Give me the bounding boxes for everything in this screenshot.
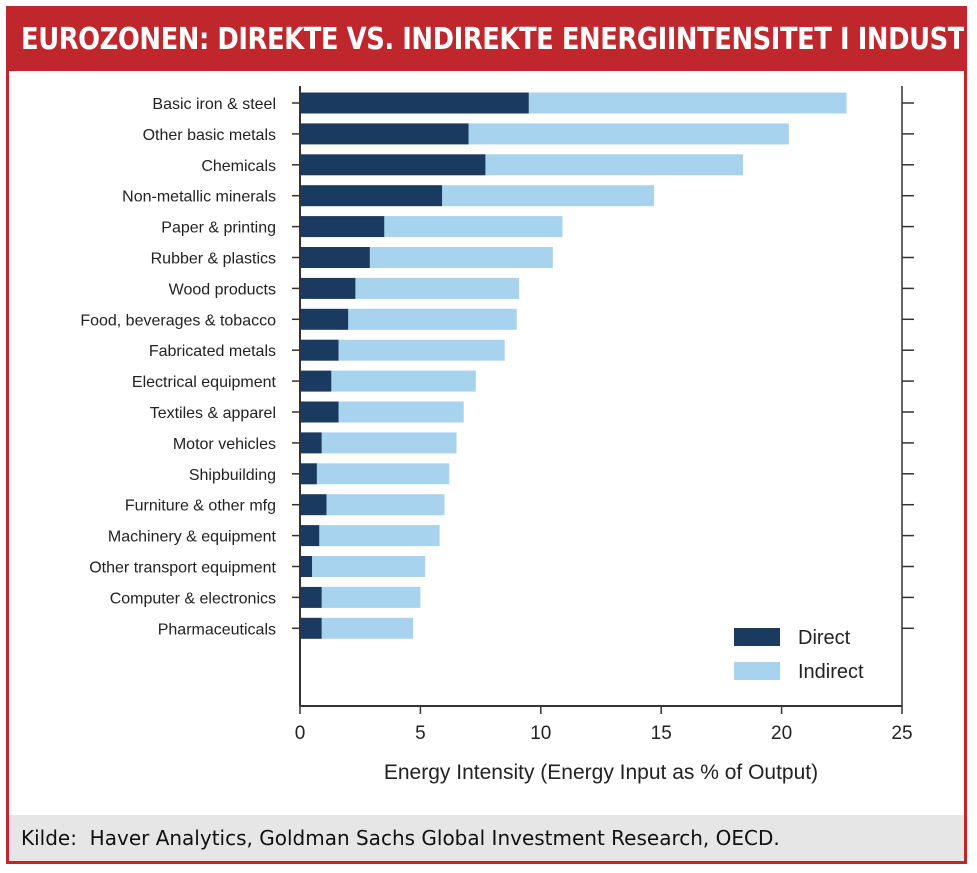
bar-direct xyxy=(300,401,339,423)
category-label: Rubber & plastics xyxy=(151,251,276,268)
legend-swatch-direct xyxy=(734,628,780,646)
bar-direct xyxy=(300,339,339,361)
x-axis-title: Energy Intensity (Energy Input as % of O… xyxy=(384,761,818,784)
bar-direct xyxy=(300,370,332,392)
bar-indirect xyxy=(321,617,414,639)
bar-indirect xyxy=(384,216,563,238)
x-tick-label: 0 xyxy=(295,723,306,744)
category-label: Wood products xyxy=(169,281,276,298)
bar-indirect xyxy=(321,586,421,608)
category-label: Motor vehicles xyxy=(173,436,276,453)
legend-label-indirect: Indirect xyxy=(798,661,864,683)
category-label: Other transport equipment xyxy=(89,560,276,577)
bars-group xyxy=(300,92,847,639)
bar-indirect xyxy=(312,556,426,577)
category-label: Electrical equipment xyxy=(132,374,277,391)
bar-direct xyxy=(300,525,320,547)
bar-direct xyxy=(300,92,529,114)
category-label: Textiles & apparel xyxy=(150,405,276,422)
category-label: Shipbuilding xyxy=(189,467,276,484)
bar-indirect xyxy=(355,277,520,299)
x-tick-label: 5 xyxy=(415,723,426,744)
category-label: Furniture & other mfg xyxy=(125,498,276,515)
bar-indirect xyxy=(326,494,445,516)
source-note: Kilde: Haver Analytics, Goldman Sachs Gl… xyxy=(9,815,964,861)
chart-title: EUROZONEN: DIREKTE VS. INDIREKTE ENERGII… xyxy=(21,22,964,57)
bar-direct xyxy=(300,277,356,299)
legend-swatch-indirect xyxy=(734,662,780,680)
bar-indirect xyxy=(442,185,654,207)
bar-indirect xyxy=(348,308,517,330)
category-label: Basic iron & steel xyxy=(152,96,276,113)
category-label: Paper & printing xyxy=(161,220,276,237)
bar-direct xyxy=(300,216,385,238)
category-label: Machinery & equipment xyxy=(108,529,277,546)
x-tick-label: 20 xyxy=(771,723,792,744)
x-tick-label: 10 xyxy=(530,723,551,744)
x-tick-label: 25 xyxy=(891,723,912,744)
axes-group xyxy=(292,86,914,714)
bar-indirect xyxy=(528,92,847,114)
bar-indirect xyxy=(485,154,744,176)
bar-direct xyxy=(300,247,370,268)
category-label: Pharmaceuticals xyxy=(158,621,276,638)
bar-direct xyxy=(300,185,443,207)
bar-indirect xyxy=(331,370,476,392)
chart-frame: EUROZONEN: DIREKTE VS. INDIREKTE ENERGII… xyxy=(6,6,967,864)
bar-indirect xyxy=(369,247,553,268)
bar-indirect xyxy=(338,339,505,361)
category-label: Other basic metals xyxy=(143,127,276,144)
bar-direct xyxy=(300,617,322,639)
bar-direct xyxy=(300,308,349,330)
bar-direct xyxy=(300,154,486,176)
legend: Direct Indirect xyxy=(734,627,864,683)
bar-indirect xyxy=(468,123,789,145)
bar-direct xyxy=(300,586,322,608)
x-tick-label: 15 xyxy=(651,723,672,744)
bar-direct xyxy=(300,556,313,577)
category-label: Chemicals xyxy=(201,158,276,175)
legend-label-direct: Direct xyxy=(798,627,851,649)
category-label: Non-metallic minerals xyxy=(122,189,276,206)
x-tick-labels: 0 5 10 15 20 25 xyxy=(295,723,913,744)
bar-indirect xyxy=(316,463,450,485)
bar-indirect xyxy=(319,525,440,547)
bar-direct xyxy=(300,463,317,485)
category-labels: Basic iron & steel Other basic metals Chem… xyxy=(80,96,276,638)
bar-direct xyxy=(300,494,327,516)
bar-indirect xyxy=(338,401,464,423)
category-label: Fabricated metals xyxy=(149,343,276,360)
category-label: Food, beverages & tobacco xyxy=(80,312,276,329)
chart-title-banner: EUROZONEN: DIREKTE VS. INDIREKTE ENERGII… xyxy=(9,9,964,71)
bar-direct xyxy=(300,123,469,145)
bar-indirect xyxy=(321,432,457,454)
bar-direct xyxy=(300,432,322,454)
category-label: Computer & electronics xyxy=(110,590,276,607)
